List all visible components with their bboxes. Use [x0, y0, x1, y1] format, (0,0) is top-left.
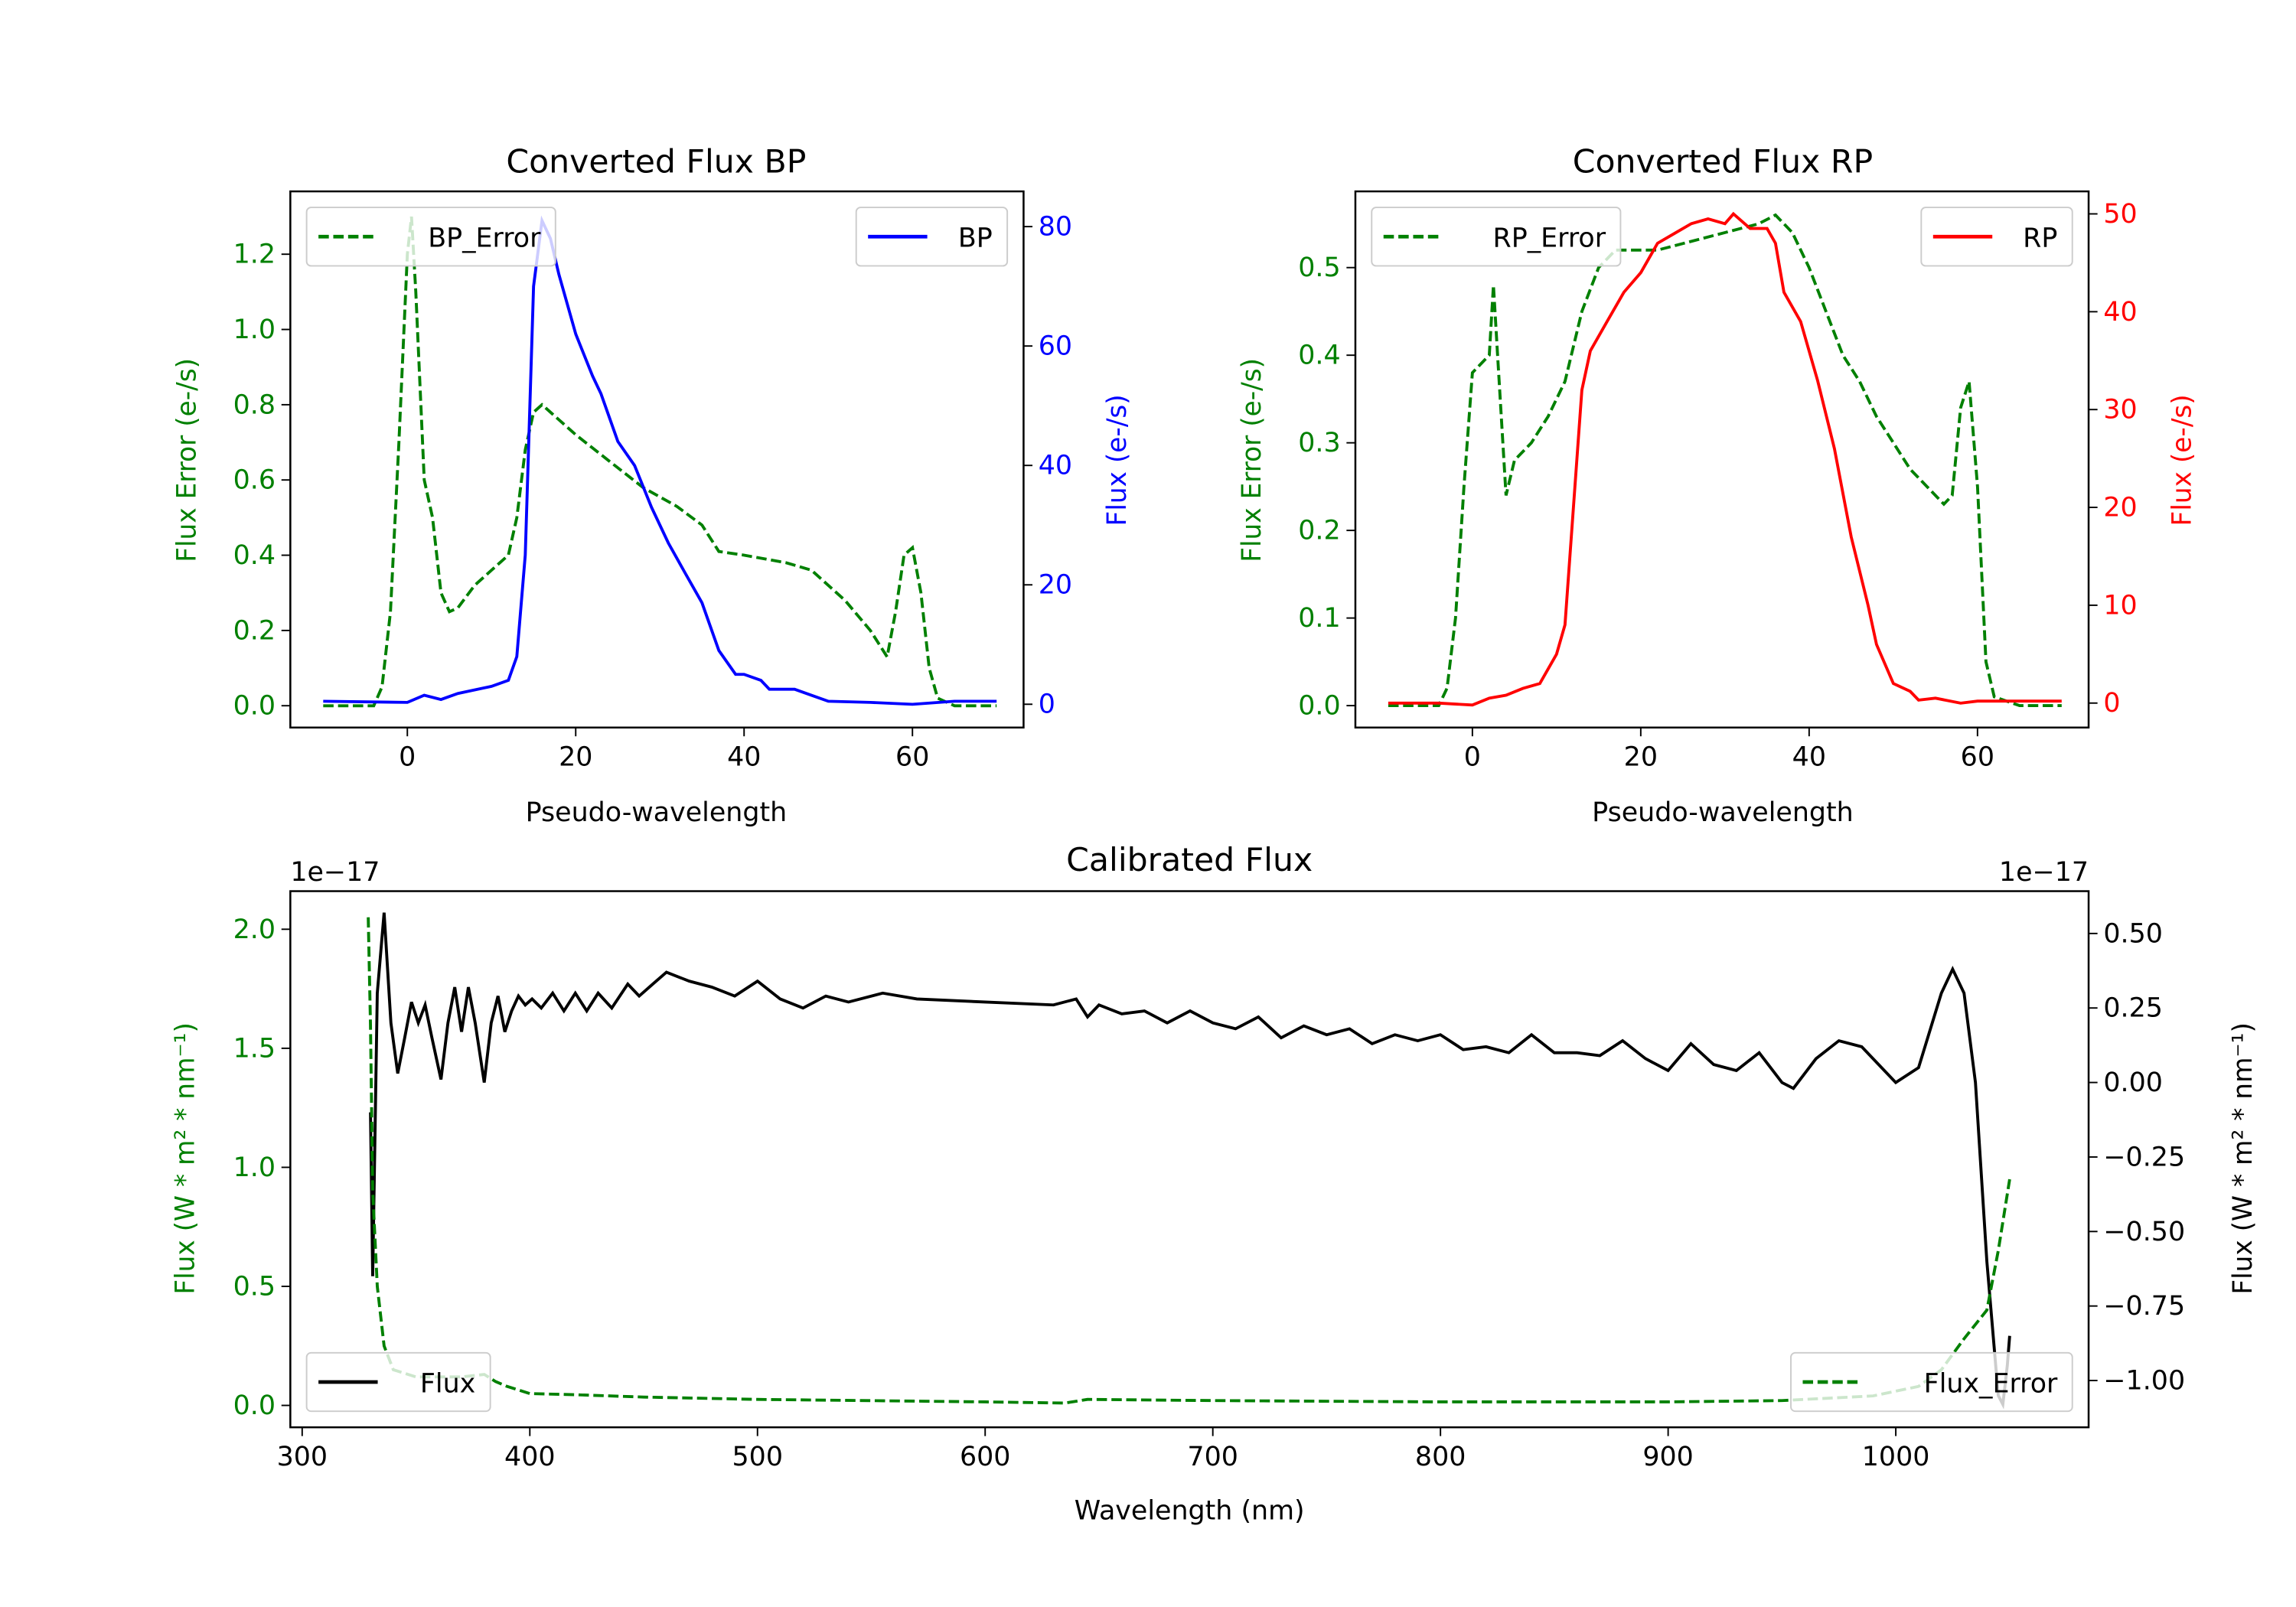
y-tick-label-right: 50 — [2103, 199, 2137, 230]
y-tick-label-left: 0.6 — [233, 465, 276, 496]
calibrated-chart-title: Calibrated Flux — [1066, 841, 1313, 878]
chart-0: 0 20 40 60 0.0 0.2 0.4 0.6 0.8 1.0 1.2 0 20 40 60 80 BP_… — [233, 190, 1072, 773]
y-tick-label-right: −0.50 — [2103, 1217, 2185, 1247]
calibrated-ylabel-left: Flux (W * m² * nm⁻¹) — [170, 1022, 201, 1295]
y-tick-label-left: 2.0 — [233, 914, 276, 945]
calibrated-ylabel-right: Flux (W * m² * nm⁻¹) — [2228, 1022, 2258, 1295]
x-tick-label: 40 — [1792, 742, 1826, 773]
chart-1: 0 20 40 60 0.0 0.1 0.2 0.3 0.4 0.5 0 10 20 30 40 50 RP_E… — [1298, 190, 2138, 773]
y-tick-label-right: 40 — [1039, 451, 1072, 481]
x-tick-label: 60 — [1961, 742, 1994, 773]
legend-rp-error: RP_Error — [1371, 207, 1622, 267]
y-tick-label-left: 0.4 — [233, 540, 276, 571]
axes-frame — [289, 190, 1025, 729]
svg-text:BP_Error: BP_Error — [428, 223, 541, 254]
series-bp — [323, 215, 997, 706]
y-tick-label-left: 0.5 — [233, 1272, 276, 1302]
legend-flux: Flux — [305, 1351, 491, 1413]
chart-2: 300 400 500 600 700 800 900 1000 0.0 0.5 1.0 1.5 2.0… — [233, 890, 2185, 1472]
y-tick-label-right: −0.25 — [2103, 1143, 2185, 1173]
rp-xlabel: Pseudo-wavelength — [1592, 797, 1854, 828]
y-tick-label-right: 80 — [1039, 212, 1072, 243]
legend-bp-error: BP_Error — [305, 207, 556, 267]
y-tick-label-right: 20 — [2103, 493, 2137, 523]
svg-text:RP: RP — [2023, 223, 2057, 254]
y-tick-label-right: 60 — [1039, 331, 1072, 362]
y-tick-label-left: 1.5 — [233, 1034, 276, 1064]
y-tick-label-left: 0.5 — [1298, 253, 1340, 283]
y-tick-label-left: 0.8 — [233, 390, 276, 421]
x-tick-label: 20 — [1624, 742, 1658, 773]
y-tick-label-left: 1.2 — [233, 240, 276, 270]
y-tick-label-right: −0.75 — [2103, 1291, 2185, 1322]
y-tick-label-right: 0 — [1039, 689, 1055, 720]
y-tick-label-left: 0.2 — [233, 616, 276, 647]
x-tick-label: 400 — [504, 1442, 555, 1472]
svg-text:Flux_Error: Flux_Error — [1924, 1369, 2058, 1400]
y-tick-label-left: 1.0 — [233, 315, 276, 345]
x-tick-label: 900 — [1642, 1442, 1693, 1472]
rp-ylabel-right: Flux (e-/s) — [2167, 394, 2197, 526]
legend-bp: BP — [855, 207, 1009, 267]
bp-xlabel: Pseudo-wavelength — [526, 797, 788, 828]
y-tick-label-left: 0.0 — [233, 1390, 276, 1421]
y-tick-label-right: 30 — [2103, 395, 2137, 425]
axes-frame — [1354, 190, 2090, 729]
legend-flux-error: Flux_Error — [1790, 1351, 2073, 1413]
y-tick-label-left: 0.2 — [1298, 516, 1340, 546]
y-tick-label-left: 0.0 — [1298, 691, 1340, 722]
x-tick-label: 40 — [727, 742, 761, 773]
series-bp-error — [323, 216, 997, 708]
x-tick-label: 20 — [559, 742, 592, 773]
y-tick-label-right: 20 — [1039, 570, 1072, 601]
y-tick-label-right: −1.00 — [2103, 1366, 2185, 1397]
y-tick-label-right: 0.50 — [2103, 919, 2163, 950]
calibrated-offset-right: 1e−17 — [1999, 857, 2089, 888]
x-tick-label: 60 — [895, 742, 929, 773]
y-tick-label-right: 0.25 — [2103, 993, 2163, 1024]
legend-rp: RP — [1920, 207, 2073, 267]
y-tick-label-right: 0.00 — [2103, 1068, 2163, 1098]
axes-frame — [289, 890, 2090, 1429]
y-tick-label-right: 10 — [2103, 591, 2137, 621]
series-rp — [1388, 211, 2062, 707]
x-tick-label: 300 — [277, 1442, 328, 1472]
x-tick-label: 700 — [1187, 1442, 1238, 1472]
series-flux — [369, 912, 2011, 1410]
y-tick-label-left: 0.0 — [233, 691, 276, 722]
y-tick-label-left: 0.1 — [1298, 603, 1340, 634]
bp-chart-title: Converted Flux BP — [506, 143, 806, 181]
svg-text:BP: BP — [958, 223, 993, 254]
x-tick-label: 600 — [960, 1442, 1010, 1472]
x-tick-label: 0 — [1464, 742, 1481, 773]
x-tick-label: 1000 — [1862, 1442, 1930, 1472]
svg-text:RP_Error: RP_Error — [1493, 223, 1606, 254]
y-tick-label-left: 0.3 — [1298, 428, 1340, 458]
x-tick-label: 500 — [732, 1442, 783, 1472]
y-tick-label-right: 0 — [2103, 688, 2120, 719]
x-tick-label: 800 — [1415, 1442, 1466, 1472]
series-rp-error — [1388, 213, 2062, 707]
svg-text:Flux: Flux — [420, 1369, 475, 1400]
y-tick-label-right: 40 — [2103, 297, 2137, 328]
bp-ylabel-left: Flux Error (e-/s) — [171, 358, 202, 562]
y-tick-label-left: 0.4 — [1298, 341, 1340, 371]
calibrated-offset-left: 1e−17 — [290, 857, 380, 888]
bp-ylabel-right: Flux (e-/s) — [1102, 394, 1133, 526]
y-tick-label-left: 1.0 — [233, 1152, 276, 1183]
rp-chart-title: Converted Flux RP — [1573, 143, 1873, 181]
x-tick-label: 0 — [399, 742, 416, 773]
rp-ylabel-left: Flux Error (e-/s) — [1237, 358, 1267, 562]
calibrated-xlabel: Wavelength (nm) — [1075, 1496, 1305, 1527]
